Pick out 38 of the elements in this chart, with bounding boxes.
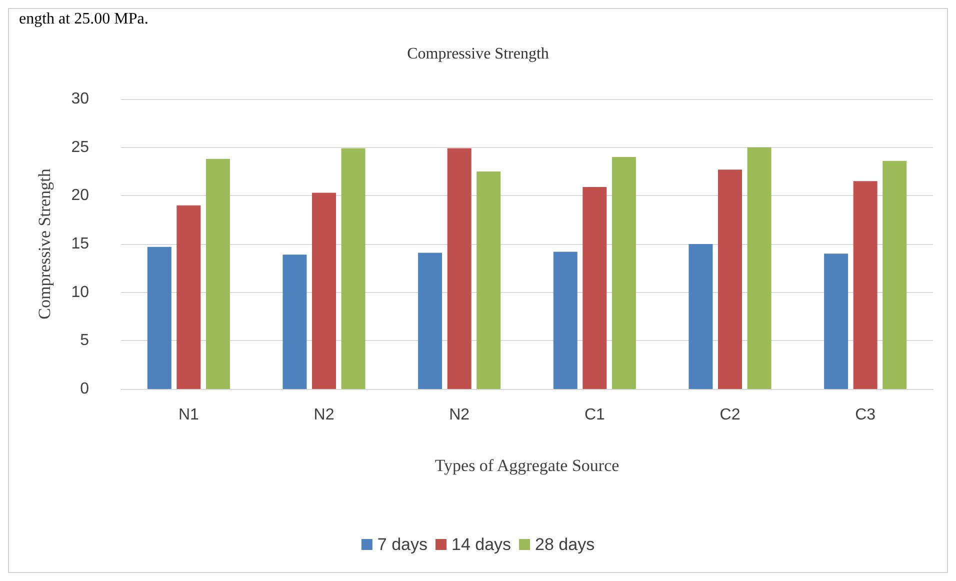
bar bbox=[747, 147, 772, 389]
y-tick-label: 30 bbox=[71, 90, 90, 108]
bar bbox=[688, 244, 713, 389]
bar bbox=[824, 254, 848, 389]
x-tick-label: C1 bbox=[584, 406, 605, 424]
x-axis-title: Types of Aggregate Source bbox=[434, 456, 620, 475]
y-tick-label: 0 bbox=[80, 380, 90, 398]
bar bbox=[206, 158, 230, 389]
legend-label: 7 days bbox=[377, 535, 428, 554]
bar bbox=[553, 252, 578, 389]
x-tick-label: C2 bbox=[720, 406, 740, 424]
y-tick-label: 25 bbox=[71, 138, 90, 156]
x-tick-label: C3 bbox=[855, 406, 876, 424]
y-tick-label: 10 bbox=[71, 284, 90, 301]
bar bbox=[853, 181, 878, 389]
text: ength at 25.00 MPa. bbox=[19, 10, 148, 28]
y-tick-label: 20 bbox=[71, 187, 90, 204]
chart-title: Compressive Strength bbox=[407, 46, 549, 62]
bar bbox=[282, 254, 307, 389]
bar bbox=[612, 157, 636, 389]
bar bbox=[447, 148, 472, 389]
x-tick-label: N2 bbox=[314, 406, 334, 424]
bar bbox=[176, 205, 201, 389]
x-tick-label: N2 bbox=[449, 406, 470, 424]
bar bbox=[476, 172, 501, 389]
x-tick-label: N1 bbox=[178, 406, 199, 424]
y-tick-label: 15 bbox=[71, 236, 90, 252]
legend-label: 28 days bbox=[535, 535, 595, 554]
bar bbox=[312, 192, 336, 389]
bar bbox=[718, 170, 742, 389]
bar bbox=[882, 160, 907, 389]
bar bbox=[341, 148, 366, 389]
y-axis-title: Compressive Strength bbox=[35, 168, 54, 320]
bar bbox=[418, 252, 442, 389]
y-tick-label: 5 bbox=[80, 332, 90, 350]
legend-label: 14 days bbox=[452, 535, 512, 554]
bar bbox=[582, 186, 607, 389]
bar bbox=[147, 246, 172, 389]
